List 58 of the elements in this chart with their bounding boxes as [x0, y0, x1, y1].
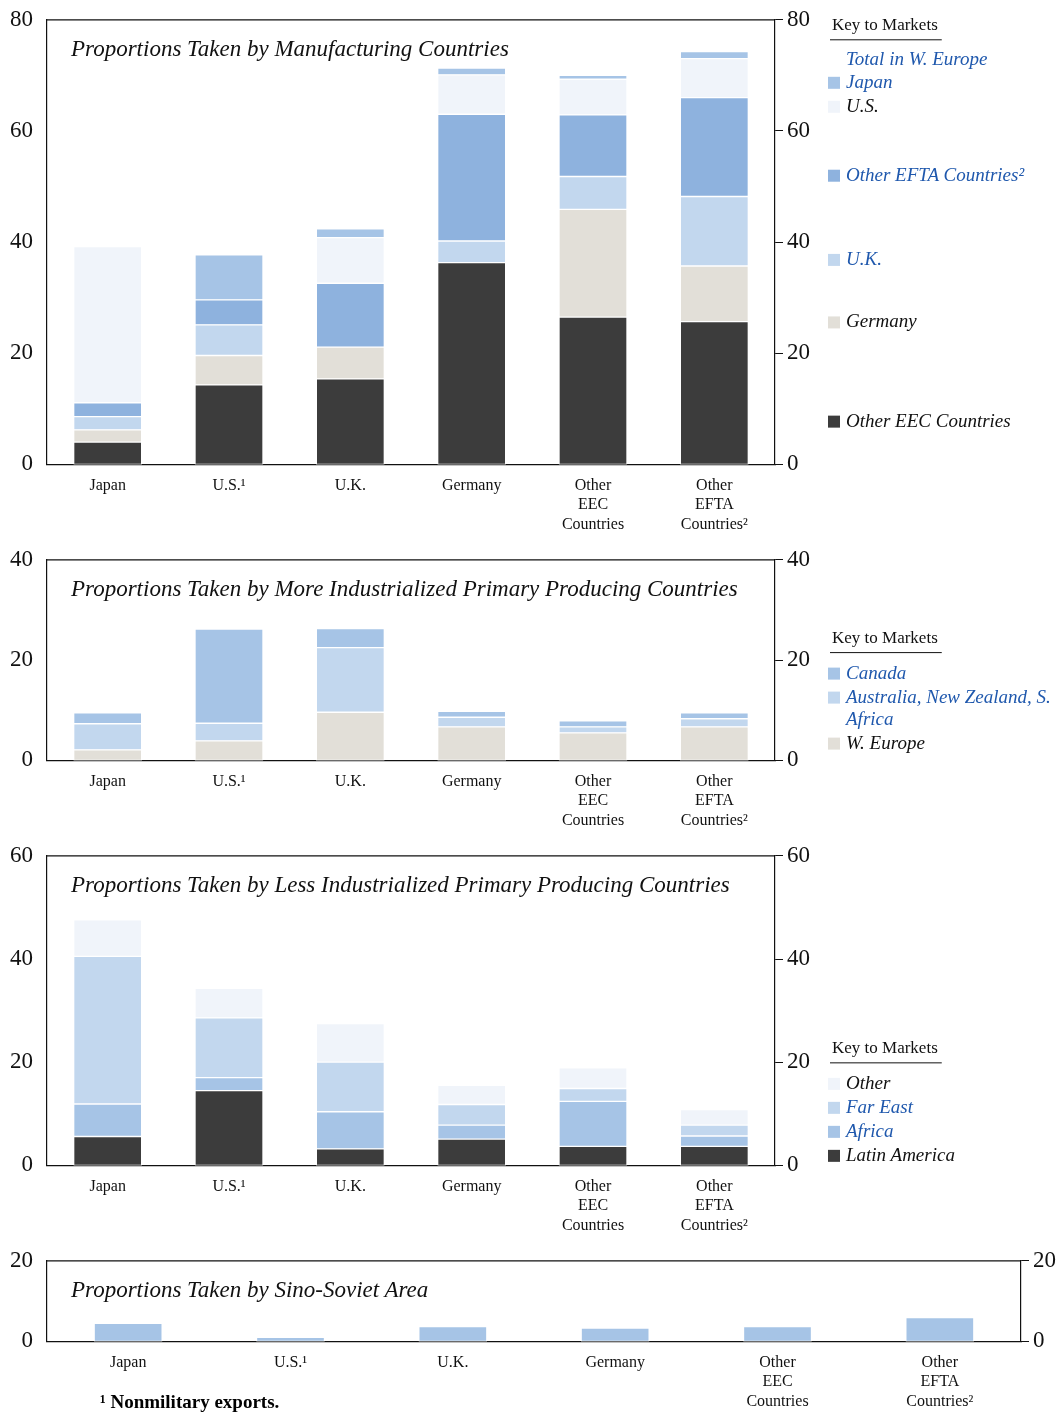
- x-tick-label: Other EEC Countries: [561, 1177, 625, 1233]
- x-tick-label: Germany: [441, 772, 502, 791]
- x-tick-label: Japan: [109, 1353, 147, 1372]
- x-tick-label: Other EEC Countries: [746, 1353, 809, 1409]
- y-tick-label: 20: [787, 646, 810, 672]
- x-tick-label: Japan: [89, 772, 126, 791]
- x-tick-label: U.S.¹: [212, 476, 246, 494]
- y-tick-label: 20: [10, 1048, 33, 1074]
- y-tick-label: 40: [787, 545, 810, 571]
- x-tick-label: U.K.: [437, 1353, 469, 1371]
- legend-label: Other EEC Countries: [846, 409, 1011, 431]
- x-tick-label: U.S.¹: [273, 1353, 308, 1371]
- legend-label: W. Europe: [846, 731, 925, 753]
- x-tick-label: Japan: [89, 476, 126, 495]
- y-tick-label: 80: [10, 5, 33, 31]
- x-tick-label: U.K.: [334, 476, 366, 494]
- legend-label: Other: [846, 1071, 891, 1093]
- y-tick-label: 0: [21, 1151, 33, 1177]
- y-tick-label: 60: [10, 117, 33, 142]
- y-tick-label: 40: [10, 228, 33, 254]
- legend-label: Far East: [845, 1095, 914, 1117]
- x-tick-label: Germany: [585, 1353, 645, 1372]
- legend-label: Japan: [846, 70, 893, 92]
- text: Proportions Taken by Sino-Soviet Area: [70, 1276, 429, 1302]
- text: Total in W. Europe: [846, 47, 988, 69]
- legend-label: Canada: [846, 661, 907, 683]
- legend-label: Latin America: [845, 1143, 955, 1165]
- text: ¹ Nonmilitary exports.: [100, 1391, 280, 1413]
- legend-title: Key to Markets: [832, 1038, 938, 1058]
- y-tick-label: 0: [787, 746, 799, 772]
- legend-label: U.S.: [846, 94, 879, 116]
- legend-label: Australia, New Zealand, S. Africa: [844, 685, 1051, 729]
- x-tick-label: Japan: [89, 1177, 126, 1196]
- text: Proportions Taken by Less Industrialized Primary Producing Countries: [70, 871, 730, 897]
- x-tick-label: Other EFTA Countries²: [906, 1353, 974, 1409]
- y-tick-label: 20: [10, 339, 33, 365]
- legend-label: Africa: [844, 1119, 894, 1141]
- x-tick-label: Other EFTA Countries²: [680, 772, 749, 828]
- x-tick-label: U.S.¹: [212, 772, 246, 790]
- legend-title: Key to Markets: [832, 628, 938, 648]
- y-tick-label: 60: [10, 841, 33, 867]
- x-tick-label: Other EEC Countries: [561, 476, 625, 532]
- legend-label: U.K.: [846, 247, 882, 269]
- x-tick-label: U.K.: [334, 772, 366, 790]
- x-tick-label: Other EFTA Countries²: [680, 476, 749, 532]
- x-tick-label: U.K.: [334, 1177, 366, 1195]
- y-tick-label: 40: [10, 945, 33, 971]
- legend-title: Key to Markets: [832, 15, 938, 35]
- text: Proportions Taken by More Industrialized Primary Producing Countries: [70, 575, 738, 601]
- text: Proportions Taken by Manufacturing Countries: [70, 35, 509, 61]
- x-tick-label: Germany: [441, 1177, 502, 1196]
- legend-label: Other EFTA Countries²: [846, 163, 1025, 185]
- x-tick-label: U.S.¹: [212, 1177, 246, 1195]
- x-tick-label: Other EFTA Countries²: [680, 1177, 749, 1233]
- legend-label: Germany: [846, 310, 918, 332]
- x-tick-label: Germany: [441, 476, 502, 495]
- x-tick-label: Other EEC Countries: [561, 772, 625, 828]
- y-tick-label: 0: [21, 450, 33, 476]
